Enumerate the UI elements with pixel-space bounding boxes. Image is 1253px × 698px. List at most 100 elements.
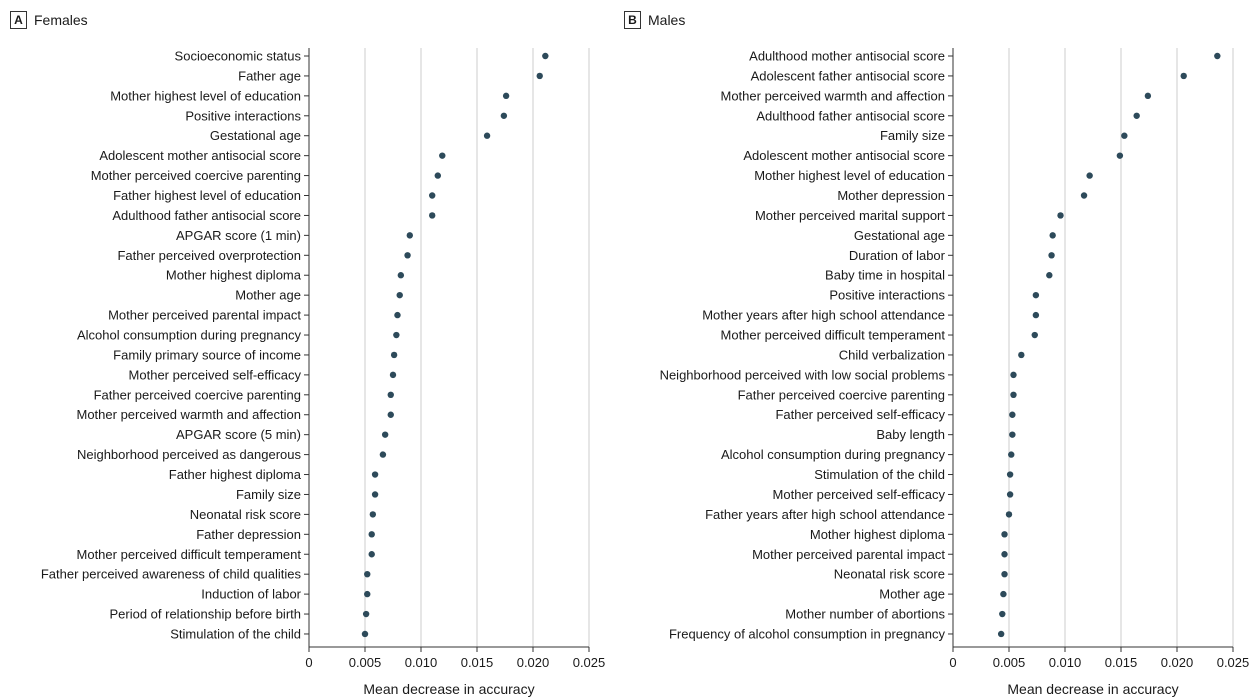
panel-b-x-tick-label-3: 0.015 xyxy=(1105,655,1138,670)
panel-b-x-tick-label-4: 0.020 xyxy=(1161,655,1194,670)
panel-b-point-5 xyxy=(1116,152,1124,159)
panel-a-point-14 xyxy=(393,331,400,339)
panel-a-point-19 xyxy=(381,431,389,438)
panel-b-point-0 xyxy=(1214,52,1221,60)
panel-b-category-label-28: Mother number of abortions xyxy=(785,607,945,622)
panel-b-category-label-24: Mother highest diploma xyxy=(810,527,946,542)
panel-b-category-label-11: Baby time in hospital xyxy=(825,268,945,283)
panel-a-point-12 xyxy=(396,291,403,299)
panel-a-point-8 xyxy=(429,212,436,219)
panel-b-point-15 xyxy=(1018,351,1025,359)
panel-b-category-label-29: Frequency of alcohol consumption in preg… xyxy=(669,626,946,641)
panel-b-x-tick-label-0: 0 xyxy=(949,655,956,670)
panel-a-category-label-17: Father perceived coercive parenting xyxy=(94,387,301,402)
panel-a-category-label-21: Father highest diploma xyxy=(169,467,302,482)
panel-a-point-20 xyxy=(379,451,387,458)
panel-a-category-label-11: Mother highest diploma xyxy=(166,268,302,283)
panel-a-category-label-12: Mother age xyxy=(235,288,301,303)
panel-b-point-14 xyxy=(1031,331,1038,339)
panel-b-category-label-20: Alcohol consumption during pregnancy xyxy=(721,447,946,462)
panel-b-category-label-25: Mother perceived parental impact xyxy=(752,547,945,562)
panel-a-category-label-1: Father age xyxy=(238,68,301,83)
panel-b-category-label-10: Duration of labor xyxy=(849,248,946,263)
panel-a-x-tick-label-1: 0.005 xyxy=(349,655,382,670)
panel-b-category-label-17: Father perceived coercive parenting xyxy=(738,387,945,402)
panel-a-category-label-24: Father depression xyxy=(196,527,301,542)
panel-b-point-16 xyxy=(1010,371,1017,379)
panel-a-point-10 xyxy=(404,252,411,259)
panel-a-point-13 xyxy=(394,311,401,319)
panel-b-point-23 xyxy=(1005,511,1013,518)
panel-b-category-label-26: Neonatal risk score xyxy=(834,567,945,582)
panel-a-point-24 xyxy=(368,531,375,538)
panel-b-category-label-7: Mother depression xyxy=(837,188,945,203)
panel-b-x-tick-label-1: 0.005 xyxy=(993,655,1026,670)
panel-b-point-29 xyxy=(997,630,1005,638)
panel-b-x-tick-label-5: 0.025 xyxy=(1217,655,1250,670)
panel-b-category-label-9: Gestational age xyxy=(854,228,945,243)
panel-a-point-28 xyxy=(362,610,370,618)
panel-a-point-6 xyxy=(434,172,441,179)
panel-b-category-label-5: Adolescent mother antisocial score xyxy=(743,148,945,163)
panel-a-category-label-0: Socioeconomic status xyxy=(175,49,302,64)
panel-b-letter: B xyxy=(624,11,641,29)
panel-a-point-5 xyxy=(439,152,446,159)
panel-a-point-23 xyxy=(369,511,377,518)
panel-b-header: B Males xyxy=(624,11,685,29)
panel-a-point-2 xyxy=(502,92,510,100)
panel-a-title: Females xyxy=(34,12,88,28)
panel-b-point-22 xyxy=(1006,491,1014,498)
panel-a-category-label-6: Mother perceived coercive parenting xyxy=(91,168,301,183)
panel-b-point-19 xyxy=(1009,431,1016,438)
panel-b-title: Males xyxy=(648,12,686,28)
panel-a-point-9 xyxy=(406,232,413,239)
panel-b-point-3 xyxy=(1133,112,1140,119)
panel-b-category-label-16: Neighborhood perceived with low social p… xyxy=(660,367,946,382)
panel-b-category-label-22: Mother perceived self-efficacy xyxy=(773,487,946,502)
panel-b-point-4 xyxy=(1121,132,1128,139)
panel-a-point-27 xyxy=(364,590,371,598)
panel-a-point-16 xyxy=(389,371,397,379)
panel-a-category-label-28: Period of relationship before birth xyxy=(109,607,301,622)
panel-a-point-4 xyxy=(483,132,491,139)
panel-a-category-label-20: Neighborhood perceived as dangerous xyxy=(77,447,302,462)
panel-a-category-label-4: Gestational age xyxy=(210,128,301,143)
panel-b-point-17 xyxy=(1010,391,1017,399)
panel-a-category-label-3: Positive interactions xyxy=(185,108,301,123)
panel-b-point-24 xyxy=(1001,531,1008,538)
panel-a-letter: A xyxy=(10,11,27,29)
panel-a-category-label-2: Mother highest level of education xyxy=(110,88,301,103)
panel-b-category-label-1: Adolescent father antisocial score xyxy=(751,68,945,83)
panel-a-point-26 xyxy=(364,570,371,578)
panel-b-category-label-2: Mother perceived warmth and affection xyxy=(721,88,946,103)
panel-b-category-label-21: Stimulation of the child xyxy=(814,467,945,482)
panel-b-point-8 xyxy=(1057,212,1064,219)
panel-a-category-label-25: Mother perceived difficult temperament xyxy=(77,547,302,562)
panel-a-category-label-7: Father highest level of education xyxy=(113,188,301,203)
panel-a-category-label-23: Neonatal risk score xyxy=(190,507,301,522)
panel-b-category-label-6: Mother highest level of education xyxy=(754,168,945,183)
panel-b-point-12 xyxy=(1032,291,1040,299)
panel-b-category-label-4: Family size xyxy=(880,128,945,143)
panel-a-point-25 xyxy=(368,551,375,558)
panel-b-point-26 xyxy=(1001,570,1008,578)
panel-b-x-axis-title: Mean decrease in accuracy xyxy=(1007,681,1178,697)
panel-b-category-label-12: Positive interactions xyxy=(829,288,945,303)
panel-a-category-label-26: Father perceived awareness of child qual… xyxy=(41,567,302,582)
panel-b-point-11 xyxy=(1046,272,1053,279)
panel-a-category-label-5: Adolescent mother antisocial score xyxy=(99,148,301,163)
panel-b-point-28 xyxy=(999,610,1006,618)
panel-a-category-label-10: Father perceived overprotection xyxy=(117,248,301,263)
panel-a-point-0 xyxy=(542,52,549,60)
panel-a-point-3 xyxy=(500,112,508,119)
panel-b-category-label-0: Adulthood mother antisocial score xyxy=(749,49,945,64)
panel-a-point-29 xyxy=(361,630,369,638)
panel-b-category-label-19: Baby length xyxy=(876,427,945,442)
panel-b-category-label-8: Mother perceived marital support xyxy=(755,208,945,223)
panel-a-point-21 xyxy=(371,471,379,478)
panel-a-x-axis-title: Mean decrease in accuracy xyxy=(363,681,534,697)
panel-b-point-18 xyxy=(1009,411,1016,418)
panel-b-point-6 xyxy=(1086,172,1093,179)
panel-a-header: A Females xyxy=(10,11,88,29)
